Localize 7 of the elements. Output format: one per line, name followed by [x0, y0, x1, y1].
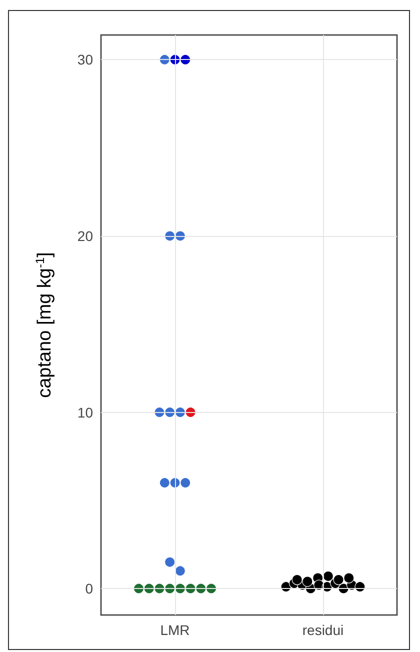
x-tick-label: residui [302, 622, 344, 638]
y-tick-label: 10 [77, 404, 94, 420]
x-tick-label: LMR [160, 622, 190, 638]
y-tick-label: 0 [85, 580, 94, 597]
y-tick-label: 20 [77, 228, 94, 244]
y-tick-label: 30 [77, 52, 94, 68]
y-axis-title: captano [mg kg-1] [33, 252, 56, 398]
